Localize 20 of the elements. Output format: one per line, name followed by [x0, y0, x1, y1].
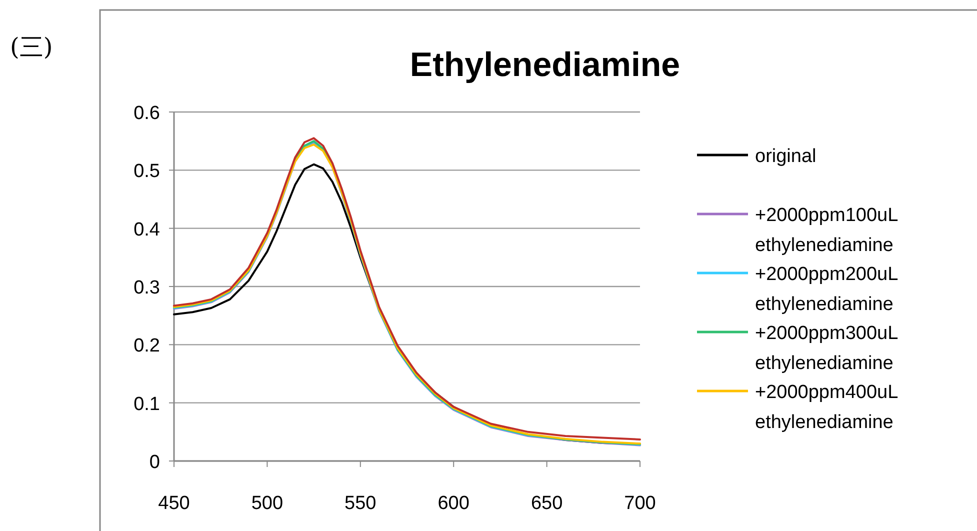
x-tick-label: 500	[251, 493, 284, 514]
x-tick-label: 600	[438, 493, 470, 514]
y-tick-label: 0	[149, 452, 160, 473]
chart-title: Ethylenediamine	[410, 46, 680, 84]
y-tick-label: 0.2	[134, 336, 160, 357]
annotation: (三)	[10, 33, 53, 61]
x-tick-label: 700	[624, 493, 656, 514]
y-tick-label: 0.6	[134, 103, 160, 124]
y-tick-label: 0.5	[134, 161, 160, 182]
x-tick-label: 550	[344, 493, 376, 514]
legend-label: +2000ppm300uL ethylenediamine	[755, 323, 898, 374]
x-tick-label: 450	[158, 493, 190, 514]
y-tick-label: 0.3	[134, 278, 160, 298]
legend-label: +2000ppm400uL ethylenediamine	[755, 382, 898, 433]
y-tick-label: 0.4	[134, 219, 160, 240]
legend-label: +2000ppm200uL ethylenediamine	[755, 264, 898, 315]
x-tick-label: 650	[530, 493, 563, 514]
legend-label: original	[755, 146, 816, 167]
legend-label: +2000ppm100uL ethylenediamine	[755, 205, 898, 256]
y-tick-label: 0.1	[134, 394, 160, 415]
